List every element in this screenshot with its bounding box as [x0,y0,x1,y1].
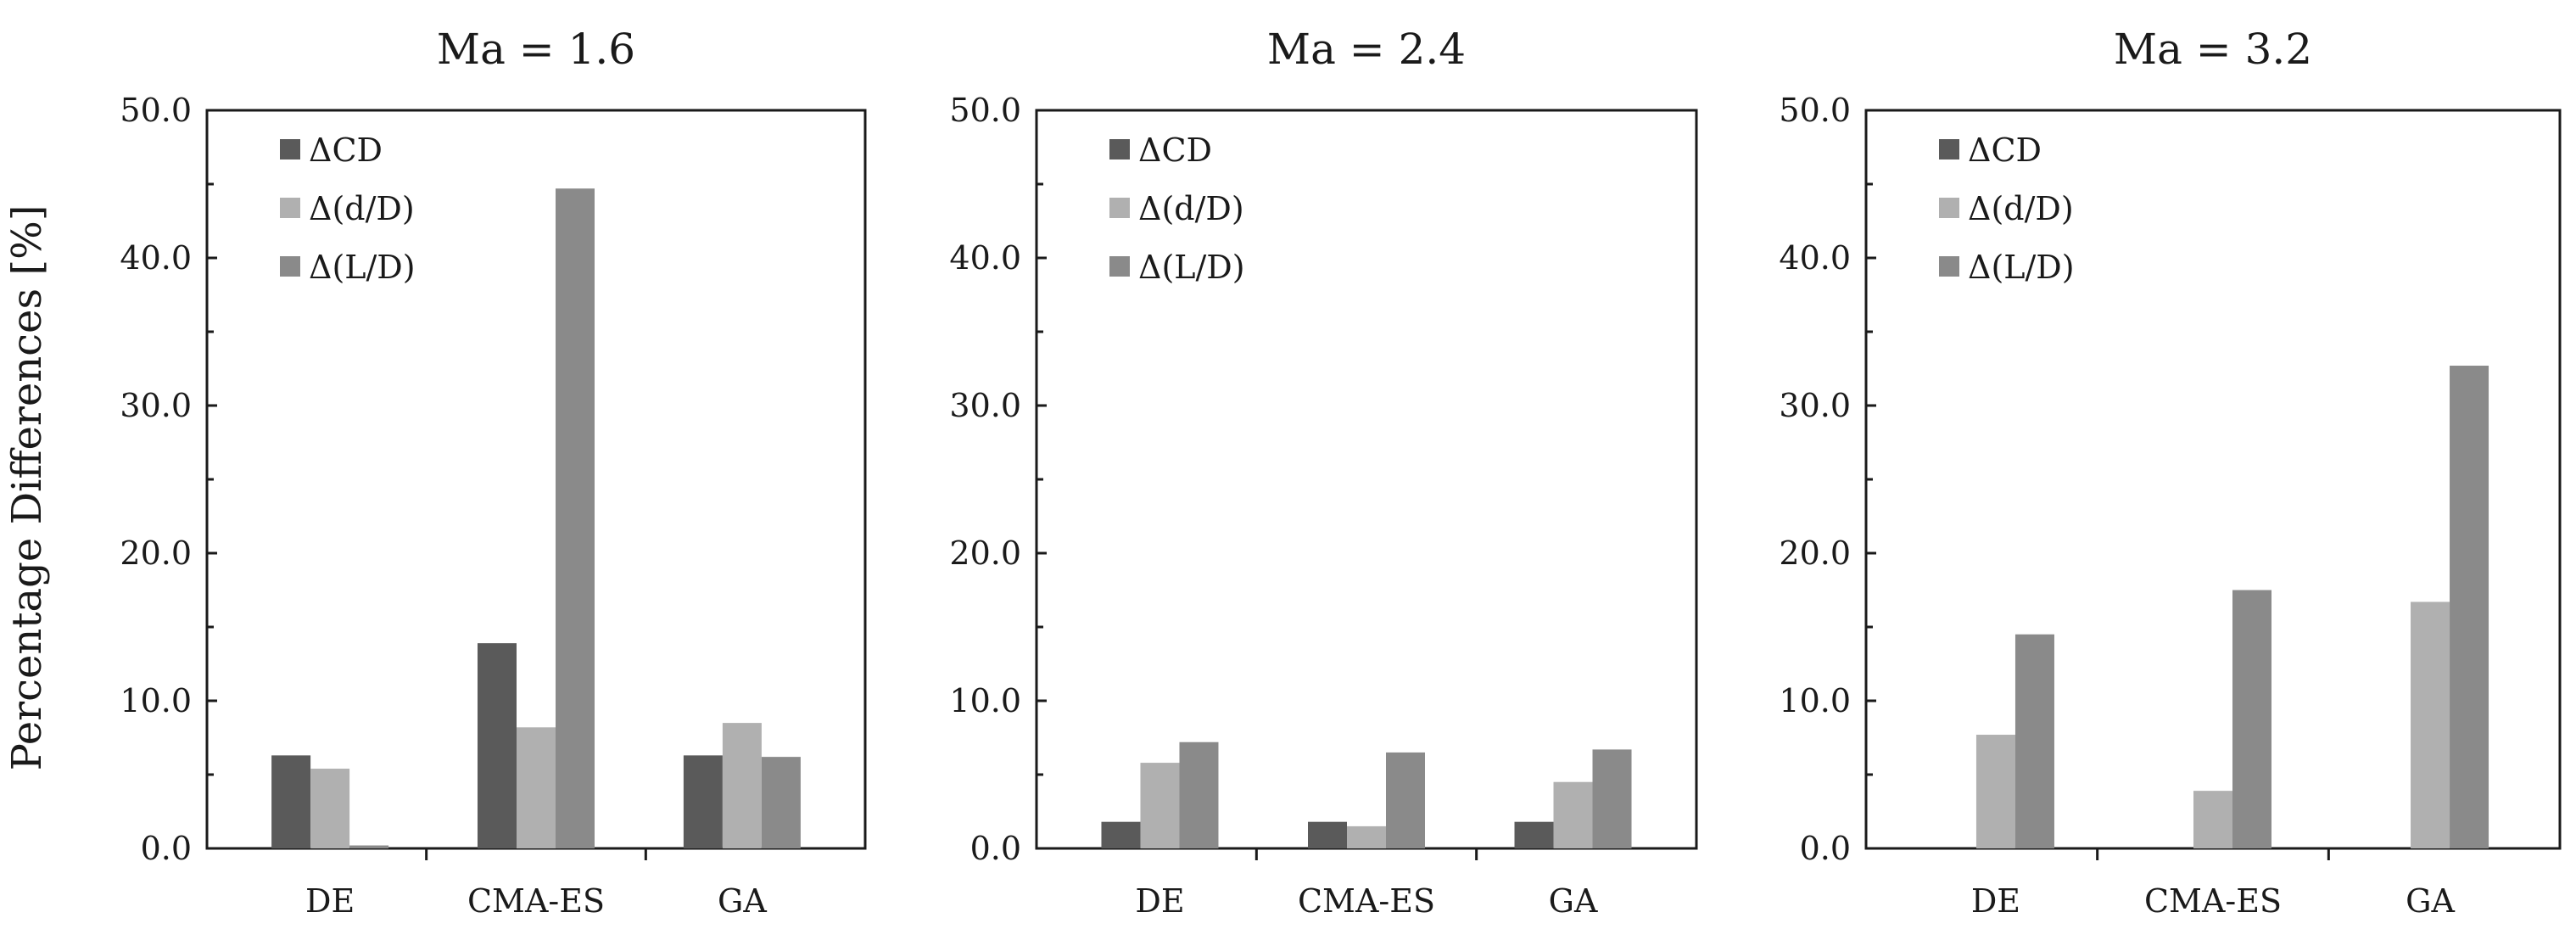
bar-cd-cma-es [1308,821,1347,848]
chart-panel-1: Ma = 1.6 0.0 10.0 20.0 30.0 40.0 50.0 DE CMA-ES G… [120,25,867,920]
y-tick-label: 30.0 [949,387,1021,424]
x-category-label: CMA-ES [1298,882,1435,920]
bar-d-over-D-de [1140,763,1180,848]
plot-frame [1035,109,1698,850]
legend-label: ΔCD [1968,132,2042,169]
y-tick-label: 20.0 [949,534,1021,572]
bar-L-over-D-de [1179,742,1219,848]
chart-title: Ma = 2.4 [1267,25,1466,74]
y-tick-label: 20.0 [120,534,192,572]
bar-d-over-D-ga [722,723,762,848]
legend-swatch [1939,139,1959,159]
y-tick-label: 10.0 [120,682,192,719]
x-category-label: DE [1971,882,2020,920]
bar-cd-cma-es [478,643,517,848]
legend-label: Δ(d/D) [1968,190,2074,227]
y-tick-label: 20.0 [1779,534,1851,572]
bar-cd-de [271,755,311,848]
legend-swatch [280,139,300,159]
legend-label: Δ(d/D) [309,190,415,227]
y-tick-label: 50.0 [949,92,1021,129]
bar-cd-ga [1514,821,1554,848]
bar-L-over-D-cma-es [556,188,595,849]
bar-L-over-D-de [2014,634,2054,848]
legend-label: ΔCD [1138,132,1212,169]
legend-swatch [1109,198,1130,218]
x-category-label: GA [1549,882,1598,920]
x-category-label: DE [305,882,355,920]
legend-swatch [1939,198,1959,218]
bar-d-over-D-ga [1553,781,1593,848]
x-category-label: CMA-ES [467,882,605,920]
bar-d-over-D-ga [2411,602,2450,848]
bar-L-over-D-cma-es [1386,752,1425,848]
bar-L-over-D-ga [2450,366,2489,848]
bar-d-over-D-de [310,769,350,848]
y-tick-label: 50.0 [1779,92,1851,129]
x-category-label: CMA-ES [2144,882,2282,920]
y-tick-label: 40.0 [949,239,1021,277]
legend-swatch [1109,139,1130,159]
chart-title: Ma = 3.2 [2114,25,2312,74]
bar-L-over-D-ga [1592,749,1632,848]
legend-label: Δ(L/D) [1968,249,2075,286]
bar-L-over-D-cma-es [2232,590,2271,848]
legend-swatch [280,256,300,277]
bar-L-over-D-de [349,845,389,848]
legend-swatch [1109,256,1130,277]
chart-panel-2: Ma = 2.4 0.0 10.0 20.0 30.0 40.0 50.0 DE CMA-ES G… [949,25,1698,920]
y-tick-label: 10.0 [1779,682,1851,719]
y-tick-label: 30.0 [120,387,192,424]
chart-panel-3: Ma = 3.2 0.0 10.0 20.0 30.0 40.0 50.0 DE CMA-ES G… [1779,25,2562,920]
bar-d-over-D-de [1975,735,2015,848]
legend-swatch [280,198,300,218]
y-tick-label: 0.0 [141,830,192,867]
y-tick-label: 40.0 [120,239,192,277]
y-tick-label: 0.0 [970,830,1021,867]
y-axis-label: Percentage Differences [%] [3,205,51,771]
y-tick-label: 0.0 [1800,830,1851,867]
legend-label: ΔCD [309,132,383,169]
y-tick-label: 40.0 [1779,239,1851,277]
legend-swatch [1939,256,1959,277]
legend-label: Δ(L/D) [1138,249,1245,286]
bar-d-over-D-cma-es [517,727,556,848]
bar-d-over-D-cma-es [1347,825,1386,848]
legend-label: Δ(L/D) [309,249,416,286]
bar-cd-ga [683,755,723,848]
y-tick-label: 10.0 [949,682,1021,719]
bar-L-over-D-ga [761,757,801,848]
legend-label: Δ(d/D) [1138,190,1244,227]
x-category-label: DE [1135,882,1184,920]
y-tick-label: 50.0 [120,92,192,129]
bar-cd-de [1101,821,1141,848]
x-category-label: GA [2406,882,2455,920]
x-category-label: GA [718,882,767,920]
bar-d-over-D-cma-es [2193,791,2232,848]
chart-title: Ma = 1.6 [437,25,635,74]
y-tick-label: 30.0 [1779,387,1851,424]
